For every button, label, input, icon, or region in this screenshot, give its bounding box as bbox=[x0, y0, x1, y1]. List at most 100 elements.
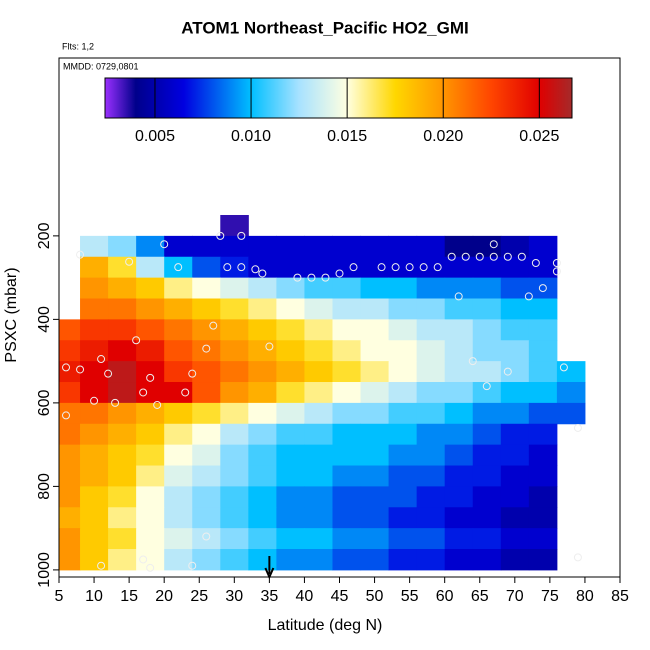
heatmap-cell bbox=[388, 444, 418, 467]
heatmap-cell bbox=[220, 340, 249, 362]
heatmap-cell bbox=[444, 256, 474, 279]
heatmap-cell bbox=[192, 256, 221, 279]
heatmap-cell bbox=[472, 382, 502, 404]
heatmap-cell bbox=[276, 319, 305, 341]
heatmap-cell bbox=[192, 402, 221, 425]
colorbar-tick-label: 0.010 bbox=[231, 128, 271, 145]
heatmap-cell bbox=[416, 465, 446, 487]
sample-point bbox=[538, 284, 547, 293]
sample-point bbox=[181, 388, 190, 397]
colorbar-tick-label: 0.005 bbox=[135, 128, 175, 145]
heatmap-cell bbox=[304, 298, 333, 320]
heatmap-cell bbox=[136, 277, 165, 300]
x-tick-label: 35 bbox=[260, 588, 278, 605]
heatmap-cell bbox=[220, 277, 249, 300]
x-tick-label: 65 bbox=[471, 588, 489, 605]
heatmap-cell bbox=[500, 340, 530, 362]
heatmap-cell bbox=[500, 277, 530, 300]
heatmap-cell bbox=[136, 444, 165, 467]
sample-point bbox=[139, 555, 148, 564]
heatmap-cell bbox=[164, 423, 193, 446]
sample-point bbox=[97, 561, 106, 570]
x-tick-label: 70 bbox=[506, 588, 524, 605]
heatmap-cell bbox=[108, 298, 137, 320]
heatmap-cell bbox=[164, 549, 193, 571]
heatmap-cell bbox=[80, 256, 109, 279]
heatmap-cell bbox=[500, 444, 530, 467]
heatmap-cell bbox=[444, 382, 474, 404]
sample-point bbox=[405, 263, 414, 272]
heatmap-cell bbox=[192, 340, 221, 362]
x-tick-label: 40 bbox=[296, 588, 314, 605]
heatmap-cell bbox=[472, 277, 502, 300]
colorbar-gradient bbox=[104, 77, 573, 119]
heatmap-cell bbox=[136, 298, 165, 320]
annotation: Flts: 1,2 bbox=[62, 41, 94, 51]
heatmap-cell bbox=[416, 423, 446, 446]
heatmap-cell bbox=[108, 235, 137, 258]
heatmap-cell bbox=[388, 382, 418, 404]
heatmap-cell bbox=[444, 465, 474, 487]
heatmap-cell bbox=[416, 486, 446, 508]
heatmap-cell bbox=[332, 528, 362, 550]
heatmap-cell bbox=[416, 319, 446, 341]
heatmap-cell bbox=[388, 298, 418, 320]
heatmap-cell bbox=[528, 277, 558, 300]
heatmap-cell bbox=[59, 465, 81, 487]
heatmap-cell bbox=[388, 486, 418, 508]
heatmap-cell bbox=[304, 444, 333, 467]
heatmap-cell bbox=[276, 549, 305, 571]
heatmap-cell bbox=[248, 444, 277, 467]
heatmap-cell bbox=[248, 465, 277, 487]
sample-point bbox=[160, 240, 169, 249]
sample-point bbox=[573, 423, 582, 432]
heatmap-cell bbox=[304, 277, 333, 300]
heatmap-cell bbox=[472, 361, 502, 383]
x-tick-label: 10 bbox=[85, 588, 103, 605]
heatmap-cell bbox=[332, 277, 362, 300]
heatmap-cell bbox=[248, 382, 277, 404]
heatmap-cell bbox=[360, 319, 390, 341]
sample-point bbox=[62, 363, 71, 372]
sample-point bbox=[188, 561, 197, 570]
heatmap-cell bbox=[556, 361, 586, 383]
heatmap-cell bbox=[304, 507, 333, 529]
heatmap-cell bbox=[304, 486, 333, 508]
heatmap-cell bbox=[59, 340, 81, 362]
heatmap-cell bbox=[164, 465, 193, 487]
heatmap-cell bbox=[332, 507, 362, 529]
heatmap-cell bbox=[304, 423, 333, 446]
heatmap-cell bbox=[108, 256, 137, 279]
heatmap-cell bbox=[220, 465, 249, 487]
heatmap-cell bbox=[164, 298, 193, 320]
heatmap-cell bbox=[472, 402, 502, 425]
heatmap-cell bbox=[444, 444, 474, 467]
heatmap-cell bbox=[360, 444, 390, 467]
heatmap-cell bbox=[360, 465, 390, 487]
heatmap-cell bbox=[528, 549, 558, 571]
heatmap-cell bbox=[164, 319, 193, 341]
heatmap-cell bbox=[220, 256, 249, 279]
heatmap-cell bbox=[472, 549, 502, 571]
heatmap-cell bbox=[276, 340, 305, 362]
heatmap-cell bbox=[332, 235, 362, 258]
heatmap-cell bbox=[332, 319, 362, 341]
heatmap-cell bbox=[472, 298, 502, 320]
heatmap-cell bbox=[304, 319, 333, 341]
y-tick-label: 200 bbox=[36, 222, 53, 249]
heatmap-cell bbox=[388, 423, 418, 446]
heatmap-cell bbox=[500, 486, 530, 508]
heatmap-cell bbox=[136, 465, 165, 487]
sample-point bbox=[90, 396, 99, 405]
heatmap-cell bbox=[108, 549, 137, 571]
colorbar-tick-label: 0.020 bbox=[423, 128, 463, 145]
points bbox=[62, 231, 582, 572]
heatmap-cell bbox=[59, 486, 81, 508]
heatmap-cell bbox=[416, 402, 446, 425]
sample-point bbox=[258, 269, 267, 278]
heatmap-cell bbox=[556, 402, 586, 425]
heatmap-cell bbox=[164, 340, 193, 362]
heatmap-cell bbox=[332, 361, 362, 383]
heatmap-cell bbox=[108, 465, 137, 487]
